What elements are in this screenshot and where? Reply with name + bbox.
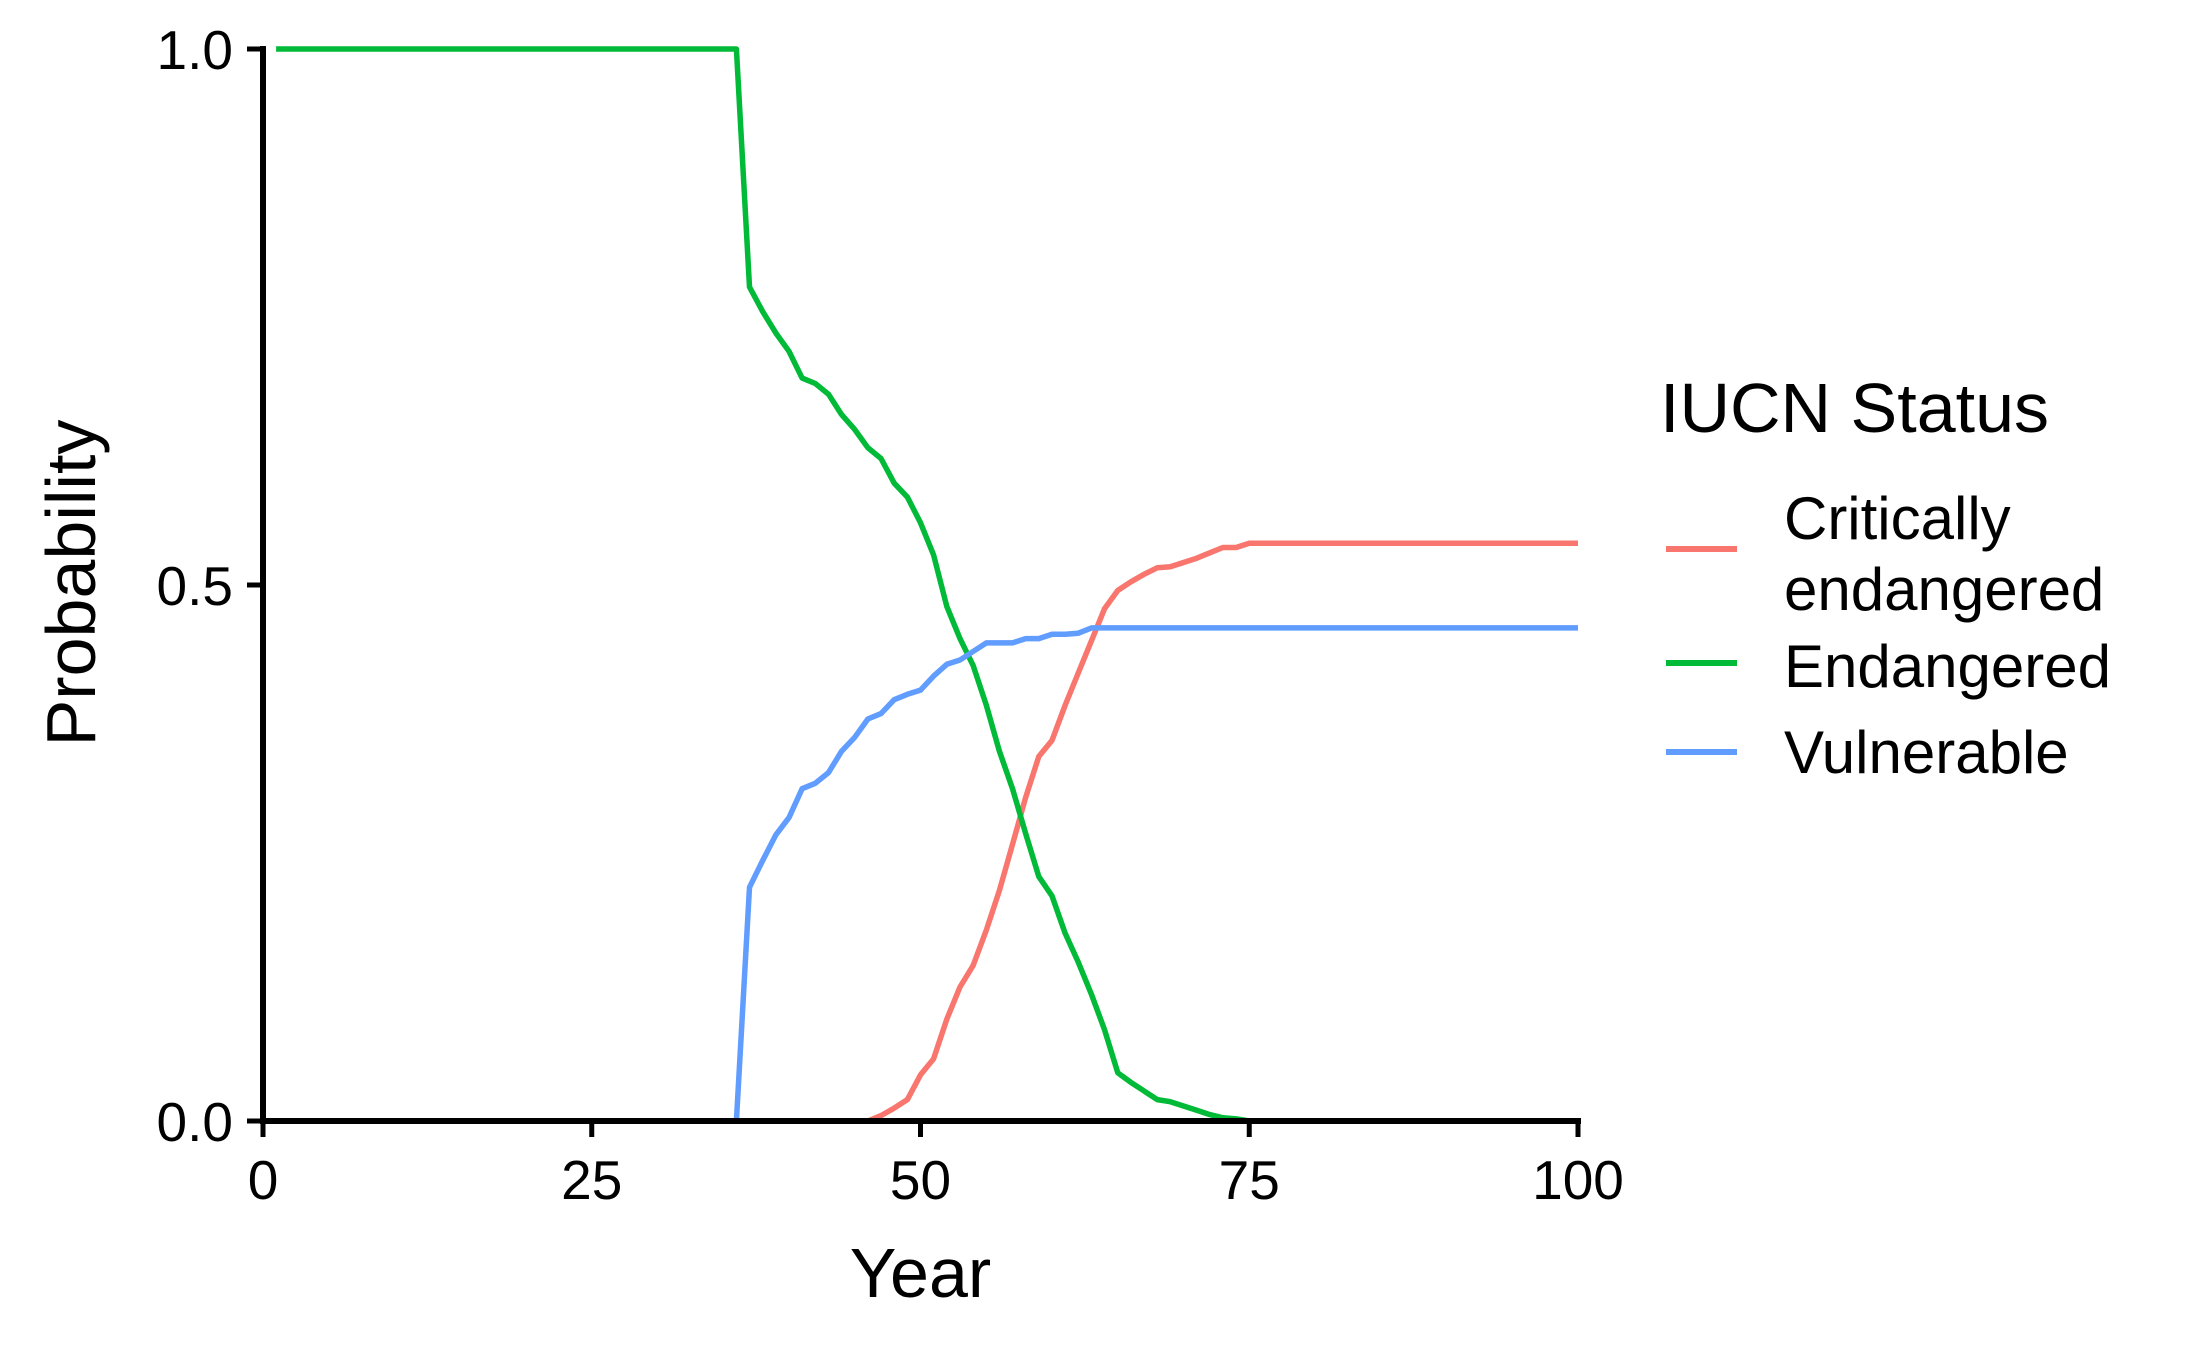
x-tick-label: 0 — [248, 1149, 279, 1211]
legend-title: IUCN Status — [1660, 369, 2049, 447]
legend-label: Endangered — [1784, 633, 2111, 700]
ticks-layer: 0 25 50 75 100 0.0 0.5 1.0 — [157, 19, 1624, 1211]
x-tick-label: 25 — [561, 1149, 622, 1211]
y-tick-label: 0.0 — [157, 1091, 233, 1153]
legend-label: Vulnerable — [1784, 719, 2069, 786]
series-line-critically-endangered — [866, 540, 1578, 1124]
x-tick-label: 75 — [1219, 1149, 1280, 1211]
legend-label: endangered — [1784, 556, 2104, 623]
y-axis-title: Probability — [32, 420, 110, 747]
y-tick-label: 1.0 — [157, 19, 233, 81]
axes-layer — [260, 46, 1581, 1124]
series-line-endangered — [276, 46, 1250, 1124]
x-tick-label: 50 — [890, 1149, 951, 1211]
x-axis-title: Year — [850, 1234, 991, 1312]
series-line-vulnerable — [733, 625, 1578, 1122]
x-tick-label: 100 — [1532, 1149, 1624, 1211]
series-layer — [276, 46, 1578, 1124]
legend-label: Critically — [1784, 485, 2011, 552]
y-tick-label: 0.5 — [157, 555, 233, 617]
